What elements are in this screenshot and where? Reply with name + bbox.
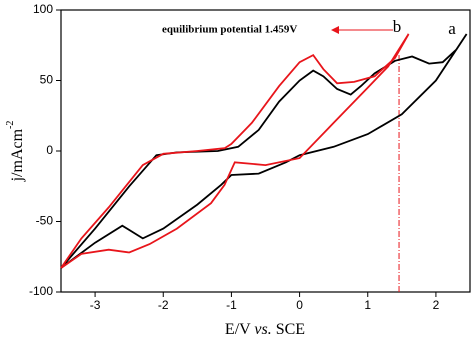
curve [60, 33, 410, 269]
x-label-part: SCE [276, 321, 305, 338]
x-tick-label: 1 [364, 298, 371, 312]
x-tick-label: 2 [433, 298, 440, 312]
x-tick-label: -3 [90, 298, 101, 312]
x-axis-label: E/V vs. SCE [225, 321, 305, 338]
annotation: equilibrium potential 1.459V [162, 24, 297, 36]
curve-label: b [393, 17, 402, 36]
x-tick-label: 0 [296, 298, 303, 312]
x-label-part: E/V [225, 321, 251, 338]
y-axis-label: j/mAcm-2 [5, 121, 25, 183]
y-label-main: j/mAcm [9, 128, 26, 182]
y-tick-label: -50 [36, 214, 54, 228]
x-tick-label: -1 [226, 298, 237, 312]
x-label-part: vs. [254, 321, 271, 338]
y-label-sup: -2 [5, 121, 16, 129]
plot-frame [60, 9, 471, 293]
y-tick-label: -100 [29, 284, 53, 298]
curve-label: a [448, 19, 456, 38]
y-tick-label: 50 [40, 73, 54, 87]
x-tick-label: -2 [158, 298, 169, 312]
y-tick-label: 0 [46, 143, 53, 157]
curve [60, 33, 468, 269]
y-tick-label: 100 [33, 2, 53, 16]
